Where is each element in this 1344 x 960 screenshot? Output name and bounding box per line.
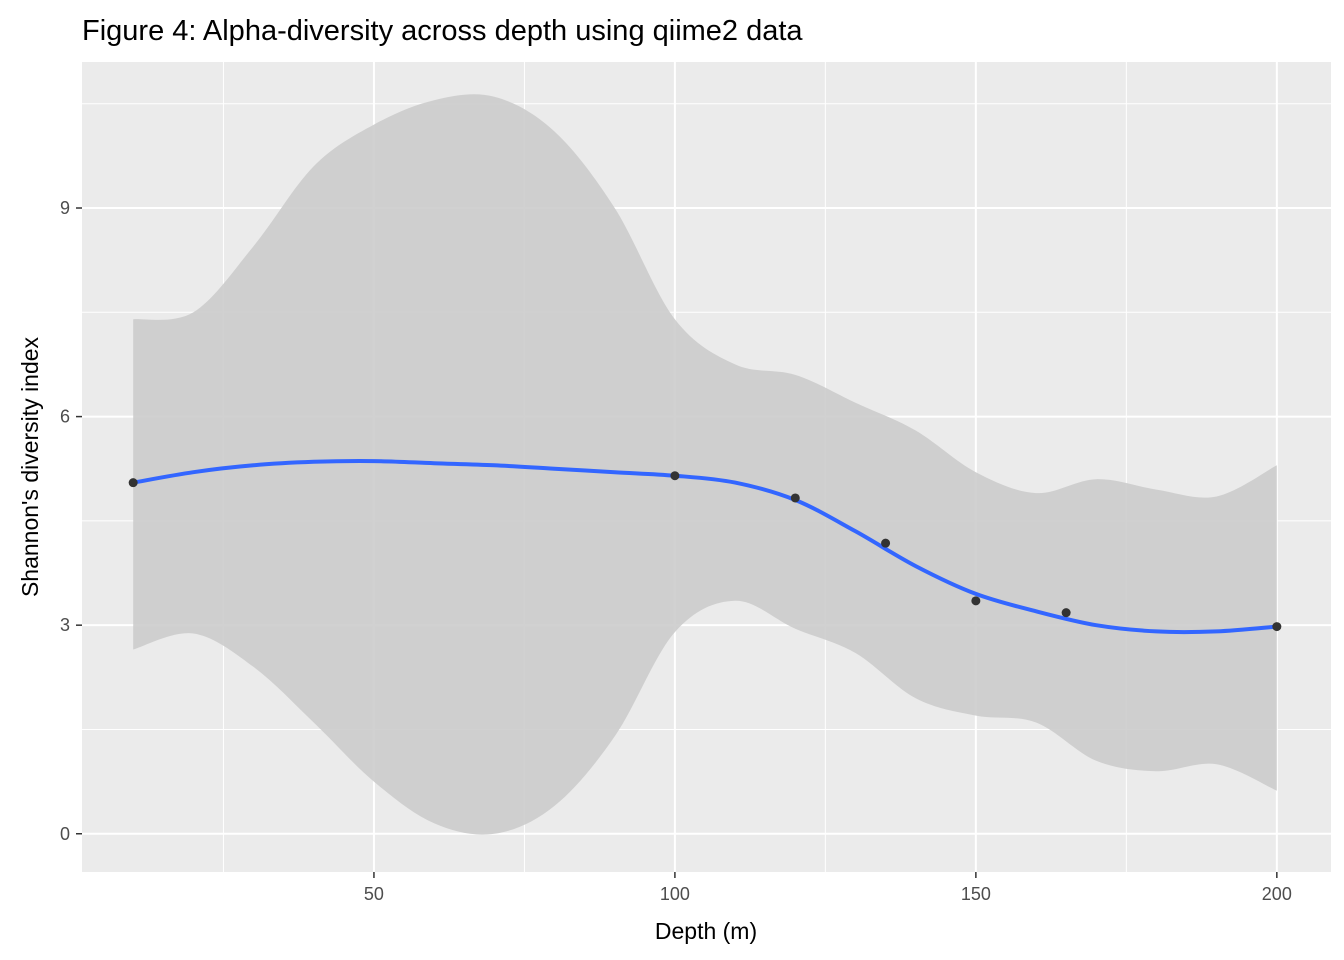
y-axis-ticks: 0 3 6 9	[60, 198, 82, 844]
y-tick-label: 9	[60, 198, 70, 218]
x-axis-label: Depth (m)	[655, 918, 757, 944]
y-tick-label: 6	[60, 407, 70, 427]
data-point	[128, 478, 138, 488]
data-point	[1272, 622, 1282, 632]
y-tick-label: 3	[60, 615, 70, 635]
x-tick-label: 50	[364, 884, 384, 904]
data-points	[128, 471, 1282, 632]
x-axis-ticks: 50 100 150 200	[364, 872, 1292, 904]
x-tick-label: 200	[1262, 884, 1292, 904]
smooth-line	[132, 459, 1277, 635]
data-point	[1061, 608, 1071, 618]
y-tick-label: 0	[60, 824, 70, 844]
confidence-band	[133, 94, 1277, 835]
y-axis-label: Shannon's diversity index	[17, 336, 43, 597]
chart-title: Figure 4: Alpha-diversity across depth u…	[82, 15, 803, 47]
data-point	[670, 471, 680, 481]
data-point	[971, 596, 981, 606]
x-tick-label: 100	[660, 884, 690, 904]
data-point	[790, 493, 800, 503]
x-tick-label: 150	[961, 884, 991, 904]
data-point	[881, 538, 891, 548]
